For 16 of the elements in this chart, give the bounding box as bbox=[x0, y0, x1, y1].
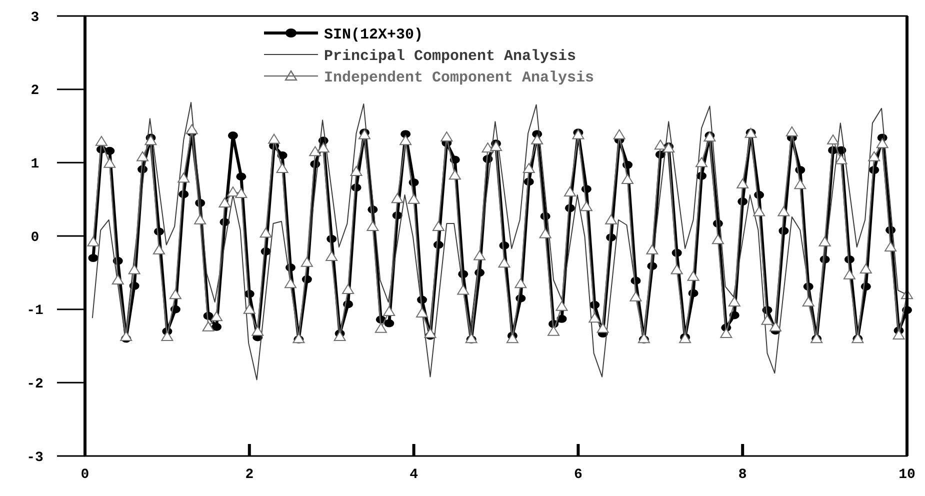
legend-label: Principal Component Analysis bbox=[324, 48, 576, 65]
y-tick-label: -1 bbox=[26, 303, 44, 320]
x-tick-label: 4 bbox=[410, 467, 418, 483]
y-tick-label: -2 bbox=[26, 376, 44, 393]
y-tick-label: 3 bbox=[30, 10, 40, 26]
legend-label: Independent Component Analysis bbox=[324, 69, 594, 86]
y-tick-label: -3 bbox=[26, 450, 44, 466]
x-tick-label: 0 bbox=[80, 467, 90, 483]
y-tick-label: 0 bbox=[30, 230, 40, 246]
x-tick-label: 8 bbox=[738, 467, 747, 483]
y-tick-label: 1 bbox=[30, 156, 40, 173]
x-tick-label: 10 bbox=[898, 467, 916, 483]
x-tick-label: 6 bbox=[574, 467, 582, 483]
x-tick-label: 2 bbox=[245, 467, 254, 483]
legend-label: SIN(12X+30) bbox=[324, 26, 424, 44]
y-tick-label: 2 bbox=[30, 83, 40, 100]
